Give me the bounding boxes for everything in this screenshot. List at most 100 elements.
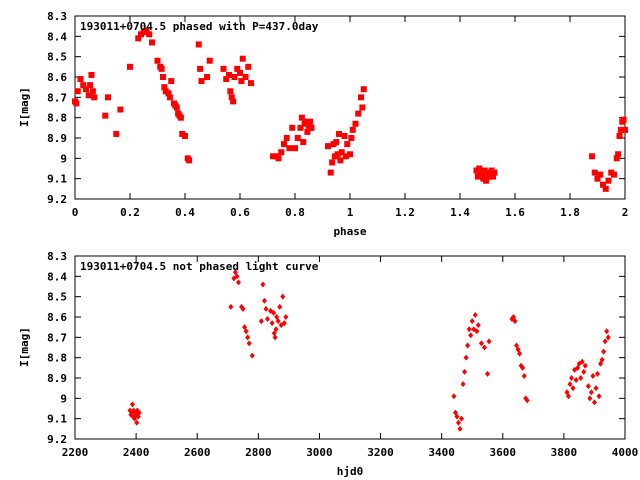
unphased-data-point	[234, 273, 240, 280]
unphased-data-point	[578, 375, 584, 381]
phased-data-point	[304, 128, 311, 135]
unphased-data-point	[582, 362, 588, 369]
unphased-data-point	[258, 318, 264, 325]
unphased-data-point	[588, 389, 594, 396]
unphased-data-point	[460, 381, 466, 388]
phased-data-point	[85, 92, 92, 99]
unphased-data-point	[587, 395, 593, 402]
unphased-data-point	[263, 305, 269, 312]
unphased-data-point	[591, 399, 597, 406]
phased-data-point	[89, 88, 96, 95]
phased-data-point	[349, 126, 356, 133]
phased-data-point	[102, 112, 109, 119]
phased-data-point	[230, 98, 237, 105]
unphased-data-point	[604, 328, 610, 335]
phased-data-point	[479, 171, 485, 178]
phased-data-point	[245, 63, 252, 70]
phased-data-point	[195, 41, 202, 48]
unphased-data-point	[463, 354, 469, 361]
phased-data-point	[198, 78, 205, 85]
phased-data-point	[597, 171, 604, 178]
unphased-data-point	[466, 326, 472, 333]
unphased-points	[127, 269, 611, 432]
phased-data-point	[186, 157, 193, 164]
phased-data-point	[329, 159, 336, 166]
phased-data-point	[74, 88, 81, 95]
phased-data-point	[333, 139, 340, 146]
phased-data-point	[173, 104, 180, 111]
unphased-data-point	[462, 368, 468, 375]
unphased-x-axis-label: hjd0	[337, 465, 364, 478]
phased-data-point	[613, 155, 620, 162]
phased-data-point	[197, 65, 204, 72]
unphased-x-tick-label: 2800	[245, 446, 272, 459]
phased-x-tick-label: 0.8	[285, 206, 305, 219]
phased-data-point	[336, 130, 342, 137]
unphased-data-point	[581, 368, 587, 375]
unphased-panel: 2200 2400 2600 2800 3000 3200 3400 3600 3800 4000…	[18, 250, 638, 478]
unphased-y-axis-label: I[mag]	[18, 327, 31, 367]
unphased-data-point	[565, 393, 571, 400]
phased-data-point	[238, 78, 245, 85]
phased-ticks: 0 0.2 0.4 0.6 0.8 1 1.2 1.4 1.6 1.8 2 8.3 8.4 8.5 8.6 8…	[47, 10, 628, 219]
unphased-data-point	[599, 356, 605, 363]
phased-data-point	[605, 177, 612, 184]
phased-x-tick-label: 0.2	[120, 206, 140, 219]
unphased-ticks: 2200 2400 2600 2800 3000 3200 3400 3600 3800 4000…	[47, 250, 638, 459]
unphased-data-point	[596, 393, 602, 400]
phased-data-point	[358, 94, 364, 101]
phased-y-tick-label: 8.6	[47, 71, 67, 84]
phased-data-point	[359, 104, 366, 111]
unphased-chart-title: 193011+0704.5 not phased light curve	[80, 260, 319, 273]
unphased-data-point	[265, 316, 270, 323]
phased-data-point	[234, 65, 241, 72]
phased-data-point	[91, 94, 98, 101]
unphased-data-point	[478, 340, 484, 347]
phased-y-tick-label: 8.4	[47, 30, 67, 43]
phased-data-point	[491, 169, 498, 176]
unphased-data-point	[469, 318, 475, 325]
unphased-data-point	[283, 314, 289, 320]
phased-x-tick-label: 0	[72, 206, 79, 219]
unphased-data-point	[517, 350, 523, 357]
unphased-data-point	[520, 364, 526, 371]
phased-data-point	[158, 65, 165, 72]
phased-data-point	[117, 106, 124, 113]
phased-data-point	[352, 120, 359, 127]
phased-points	[72, 27, 628, 192]
unphased-data-point	[454, 413, 460, 420]
unphased-y-tick-label: 8.3	[47, 250, 67, 263]
phased-data-point	[220, 65, 227, 72]
phased-x-tick-label: 1.6	[505, 206, 525, 219]
phased-y-tick-label: 9	[60, 152, 67, 165]
phased-data-point	[80, 82, 87, 89]
unphased-data-point	[240, 305, 246, 312]
phased-data-point	[308, 124, 315, 131]
phased-y-tick-label: 8.9	[47, 132, 67, 145]
phased-data-point	[355, 110, 362, 117]
phased-data-point	[616, 132, 623, 139]
phased-data-point	[231, 74, 238, 80]
phased-data-point	[347, 151, 353, 158]
phased-data-point	[160, 74, 166, 80]
unphased-data-point	[593, 385, 599, 392]
phased-data-point	[135, 35, 142, 42]
phased-data-point	[226, 71, 232, 78]
unphased-y-tick-label: 9.1	[47, 413, 67, 426]
unphased-data-point	[601, 348, 607, 355]
unphased-plot-frame	[74, 255, 626, 440]
phased-data-point	[589, 153, 595, 160]
unphased-data-point	[524, 397, 530, 404]
unphased-data-point	[579, 358, 585, 365]
unphased-data-point	[459, 415, 465, 422]
unphased-data-point	[486, 338, 492, 345]
phased-data-point	[223, 76, 230, 83]
phased-data-point	[338, 149, 345, 156]
unphased-data-point	[567, 381, 573, 388]
phased-data-point	[182, 132, 188, 139]
unphased-data-point	[136, 409, 142, 416]
phased-data-point	[325, 143, 331, 150]
phased-data-point	[298, 114, 305, 121]
phased-data-point	[611, 171, 617, 178]
phased-data-point	[622, 126, 628, 133]
